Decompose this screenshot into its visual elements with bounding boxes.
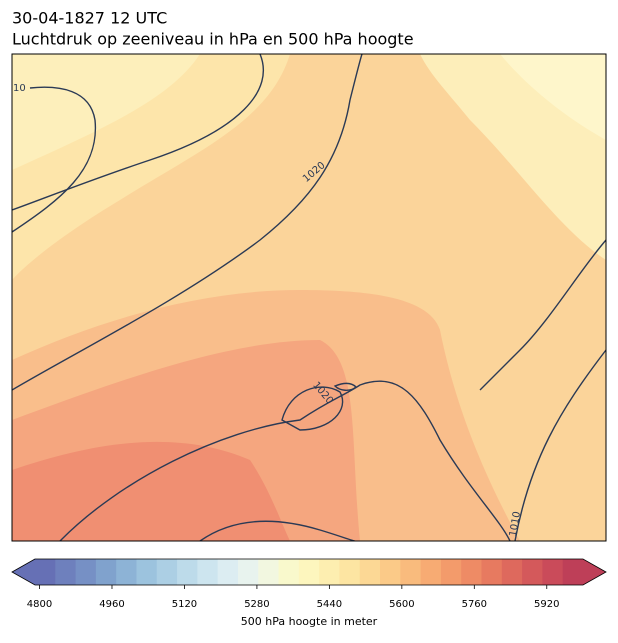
isobar [514,349,606,541]
colorbar-band [217,559,239,585]
colorbar-band [75,559,97,585]
isobar [333,382,358,391]
colorbar-band [258,559,280,585]
colorbar-band [35,559,56,585]
colorbar-band [197,559,219,585]
colorbar-band [95,559,117,585]
colorbar-band [522,559,543,585]
colorbar-tick-label: 5760 [462,599,487,610]
colorbar-band [136,559,158,585]
colorbar-band [359,559,381,585]
colorbar-label: 500 hPa hoogte in meter [241,615,378,628]
contour-label: 1010 [508,511,523,538]
height-band [500,54,606,140]
colorbar-band [278,559,300,585]
isobar [199,520,356,541]
colorbar-band [461,559,483,585]
colorbar-band [116,559,137,585]
colorbar-band [562,559,584,585]
isobar [479,239,606,391]
subtitle: Luchtdruk op zeeniveau in hPa en 500 hPa… [12,30,414,49]
colorbar-tick-label: 5280 [244,599,269,610]
isobars [12,54,606,541]
colorbar-band [400,559,422,585]
height-band [12,441,290,541]
colorbar-extend-low [12,559,35,585]
colorbar-band [339,559,361,585]
colorbar-band [380,559,401,585]
isobar [12,86,97,233]
colorbar-tick-label: 5920 [534,599,559,610]
title: 30-04-1827 12 UTC [12,9,167,28]
isobar [12,54,363,391]
colorbar-band [237,559,259,585]
colorbar-band [420,559,442,585]
colorbar-band [440,559,462,585]
colorbar-extend-high [583,559,606,585]
colorbar-band [55,559,77,585]
isobar [281,386,344,431]
colorbar-tick-label: 4960 [99,599,124,610]
height-band [12,54,200,170]
colorbar-tick-label: 5120 [172,599,197,610]
colorbar: 4800 4960 5120 5280 5440 5600 5760 5920 [11,558,607,610]
colorbar-band [481,559,503,585]
contour-label: 10 [13,83,26,94]
map-frame [11,53,607,542]
isobar [12,54,265,211]
colorbar-band [542,559,564,585]
colorbar-band [319,559,340,585]
colorbar-band [156,559,178,585]
colorbar-tick-label: 5440 [317,599,342,610]
map: 10 1020 1020 1010 [12,54,606,541]
isobar [59,380,511,541]
colorbar-tick-label: 4800 [27,599,52,610]
colorbar-band [177,559,198,585]
colorbar-outline [11,558,607,586]
colorbar-band [501,559,523,585]
colorbar-tick-label: 5600 [389,599,414,610]
colorbar-band [298,559,320,585]
